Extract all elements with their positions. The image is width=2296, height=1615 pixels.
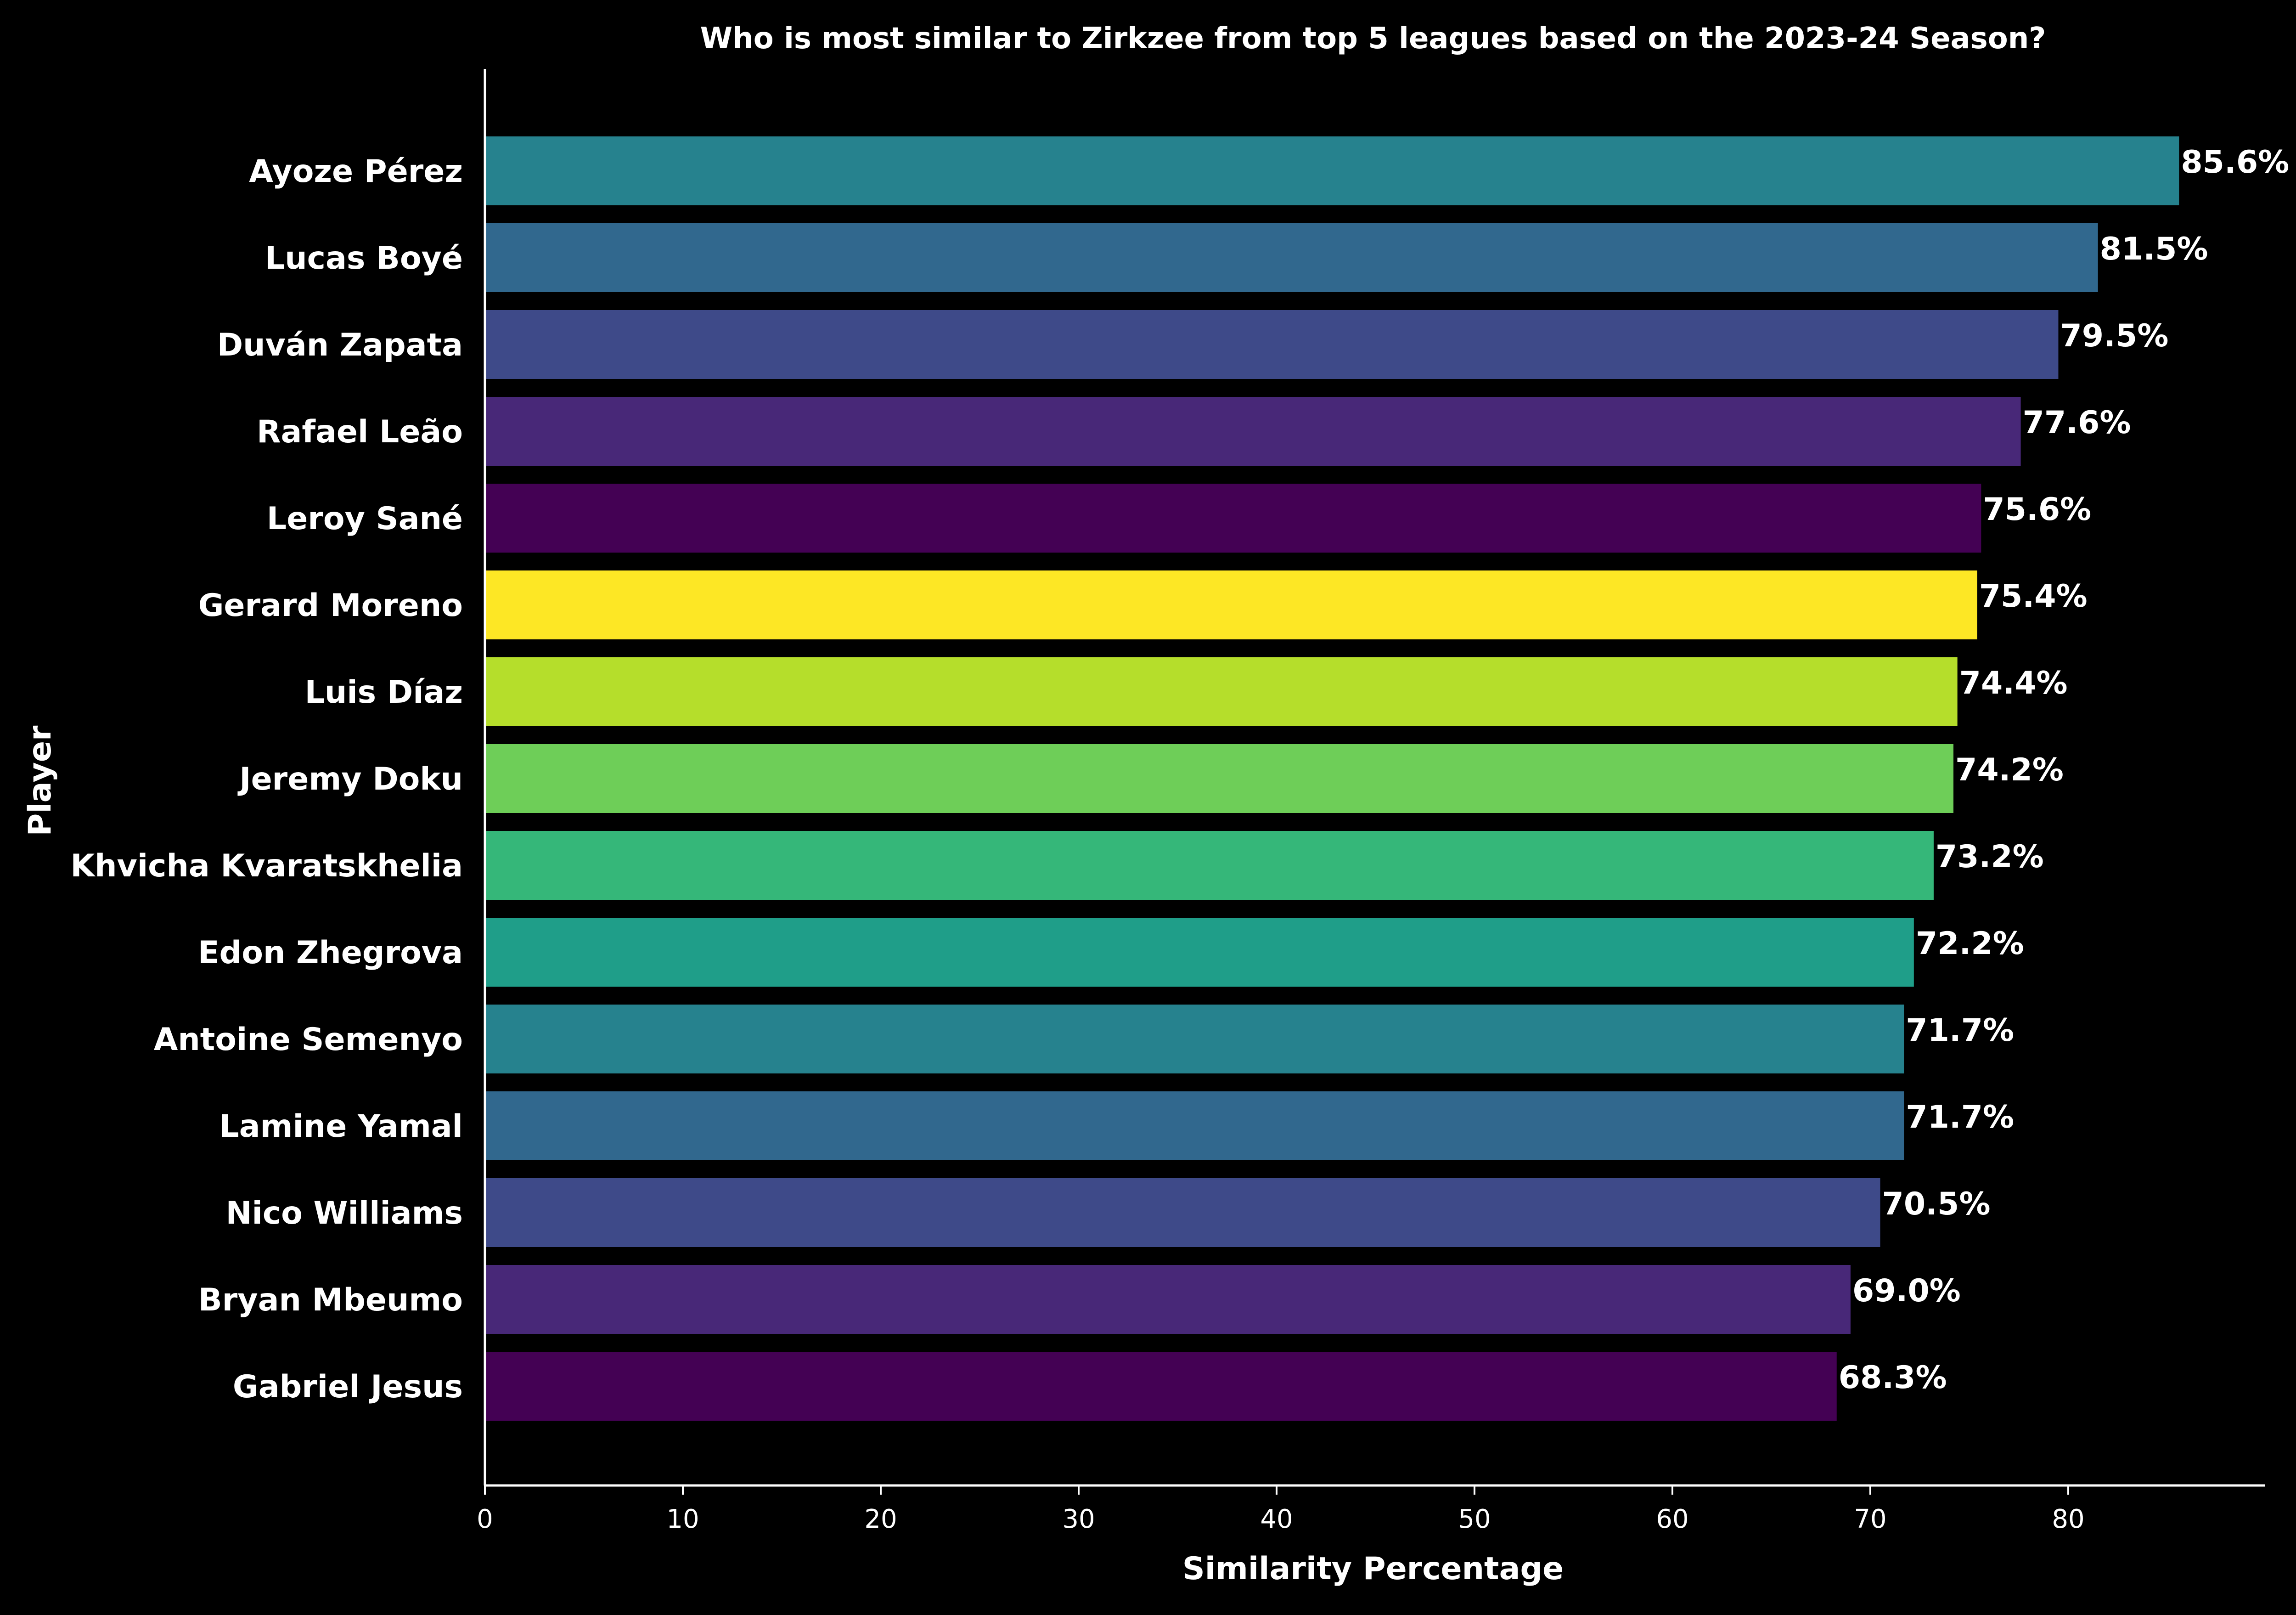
bar — [485, 918, 1914, 987]
bar — [485, 1178, 1880, 1247]
x-tick-label: 10 — [666, 1504, 699, 1534]
bar — [485, 1352, 1837, 1421]
category-label: Lamine Yamal — [219, 1108, 463, 1145]
bar — [485, 310, 2059, 379]
x-ticks-layer: 0 10 20 30 40 50 60 70 80 — [477, 1485, 2085, 1534]
data-label: 74.2% — [1955, 752, 2064, 788]
bar — [485, 223, 2098, 292]
bar — [485, 484, 1981, 553]
chart-title: Who is most similar to Zirkzee from top … — [700, 22, 2046, 56]
category-label: Leroy Sané — [267, 501, 463, 537]
bar — [485, 831, 1934, 900]
x-tick-label: 30 — [1062, 1504, 1095, 1534]
bar — [485, 397, 2021, 466]
category-label: Ayoze Pérez — [249, 153, 463, 190]
category-label: Luis Díaz — [305, 674, 463, 711]
x-tick-label: 80 — [2052, 1504, 2084, 1534]
bar — [485, 744, 1954, 813]
x-tick-label: 20 — [864, 1504, 897, 1534]
data-label: 85.6% — [2181, 144, 2289, 181]
data-label: 69.0% — [1852, 1273, 1961, 1309]
category-label: Rafael Leão — [257, 414, 463, 450]
bar — [485, 657, 1958, 726]
x-tick-label: 60 — [1656, 1504, 1688, 1534]
data-labels-layer: 85.6% 81.5% 79.5% 77.6% 75.6% 75.4% 74.4% 74.2%… — [1839, 144, 2290, 1396]
category-label: Nico Williams — [226, 1195, 463, 1231]
category-labels-layer: Ayoze Pérez Lucas Boyé Duván Zapata Rafael … — [70, 153, 463, 1405]
category-label: Antoine Semenyo — [154, 1022, 463, 1058]
data-label: 81.5% — [2100, 231, 2208, 267]
data-label: 70.5% — [1882, 1186, 1991, 1222]
category-label: Duván Zapata — [217, 327, 463, 363]
category-label: Gabriel Jesus — [233, 1369, 463, 1405]
bar — [485, 1091, 1904, 1160]
data-label: 75.4% — [1979, 578, 2088, 615]
data-label: 74.4% — [1959, 665, 2068, 701]
bar — [485, 136, 2179, 205]
category-label: Edon Zhegrova — [198, 935, 463, 971]
bar — [485, 1265, 1851, 1334]
y-axis-label: Player — [22, 725, 58, 836]
x-tick-label: 40 — [1260, 1504, 1293, 1534]
data-label: 75.6% — [1983, 491, 2091, 528]
category-label: Jeremy Doku — [237, 761, 463, 797]
category-label: Lucas Boyé — [265, 240, 463, 277]
x-tick-label: 70 — [1854, 1504, 1886, 1534]
data-label: 77.6% — [2023, 405, 2131, 441]
bar — [485, 570, 1977, 639]
data-label: 72.2% — [1916, 926, 2024, 962]
data-label: 71.7% — [1906, 1099, 2014, 1135]
data-label: 71.7% — [1906, 1012, 2014, 1049]
x-tick-label: 50 — [1458, 1504, 1491, 1534]
category-label: Khvicha Kvaratskhelia — [70, 848, 463, 884]
bar — [485, 1005, 1904, 1073]
data-label: 79.5% — [2060, 318, 2168, 354]
data-label: 73.2% — [1936, 839, 2044, 875]
x-tick-label: 0 — [477, 1504, 493, 1534]
bars-layer — [485, 136, 2179, 1421]
data-label: 68.3% — [1839, 1360, 1947, 1396]
category-label: Bryan Mbeumo — [198, 1282, 463, 1318]
category-label: Gerard Moreno — [198, 587, 463, 624]
x-axis-label: Similarity Percentage — [1182, 1551, 1564, 1587]
